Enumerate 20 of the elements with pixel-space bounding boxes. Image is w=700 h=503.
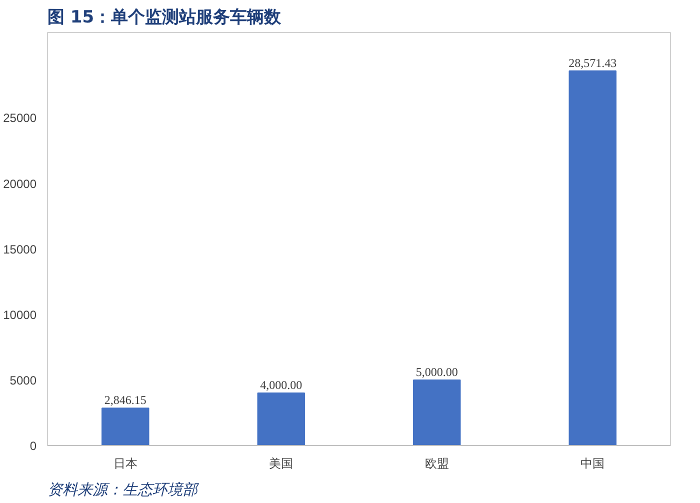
chart-title: 图 15：单个监测站服务车辆数 [48, 8, 282, 28]
data-label: 5,000.00 [416, 364, 458, 379]
x-tick-label: 日本 [113, 456, 138, 470]
text: 资料来源：生态环境部 [48, 480, 200, 498]
data-label: 28,571.43 [568, 56, 617, 70]
bar [257, 392, 305, 446]
x-tick-label: 美国 [269, 456, 294, 470]
y-tick-label: 15000 [3, 242, 37, 256]
data-label: 4,000.00 [260, 378, 302, 392]
bar [413, 379, 461, 446]
y-tick-label: 0 [30, 439, 37, 453]
y-tick-label: 5000 [10, 373, 37, 388]
bar [568, 70, 616, 446]
data-label: 2,846.15 [104, 393, 146, 408]
x-tick-label: 中国 [580, 456, 605, 470]
y-tick-label: 10000 [3, 308, 37, 322]
y-tick-label: 25000 [3, 111, 37, 126]
x-tick-label: 欧盟 [424, 456, 449, 470]
bar [102, 408, 150, 446]
y-tick-label: 20000 [3, 176, 37, 191]
